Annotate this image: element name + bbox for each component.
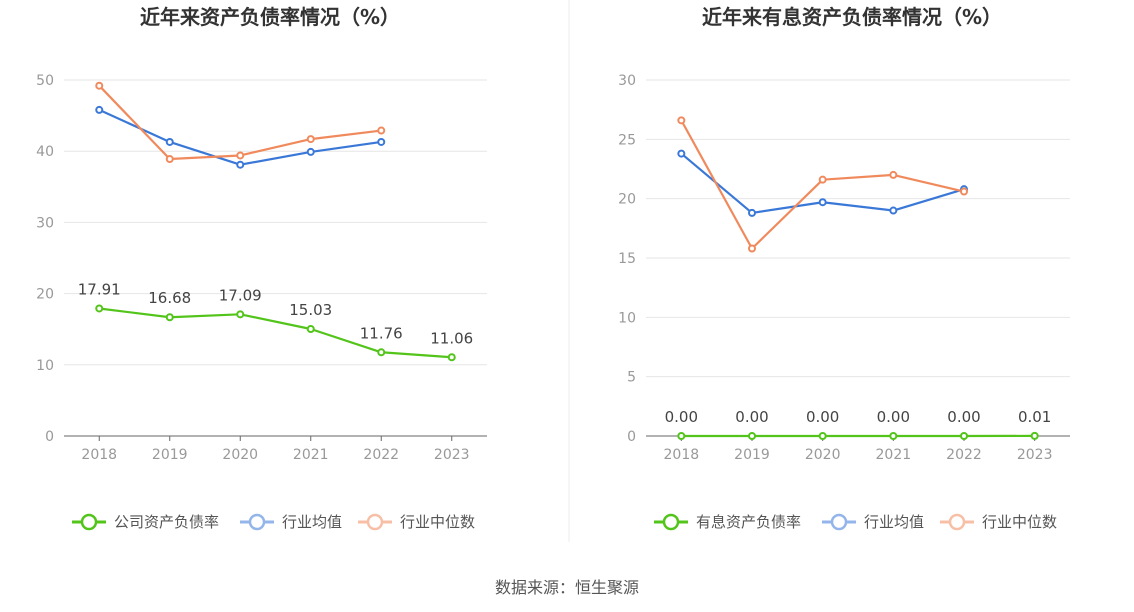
data-point[interactable] <box>165 137 174 146</box>
y-tick-label: 25 <box>618 132 636 148</box>
chart-interest-debt-ratio: 近年来有息资产负债率情况（%） 0 5 10 15 20 25 30 2018 2019 2020 2… <box>618 5 1070 531</box>
data-point[interactable] <box>306 324 315 333</box>
data-label: 15.03 <box>289 301 332 319</box>
data-point[interactable] <box>95 304 104 313</box>
data-point[interactable] <box>95 81 104 90</box>
legend-marker-icon <box>830 513 848 531</box>
data-label: 0.00 <box>735 408 768 426</box>
legend-item[interactable]: 行业中位数 <box>358 513 475 531</box>
x-tick-label: 2019 <box>734 447 770 463</box>
data-point[interactable] <box>818 198 827 207</box>
data-label: 0.00 <box>947 408 980 426</box>
legend-label: 行业均值 <box>864 513 924 531</box>
legend-item[interactable]: 行业均值 <box>822 513 924 531</box>
data-label: 17.91 <box>78 280 121 298</box>
data-label: 11.06 <box>430 329 473 347</box>
legend-marker-icon <box>80 513 98 531</box>
y-tick-label: 10 <box>36 358 54 374</box>
data-label: 16.68 <box>148 289 191 307</box>
y-tick-label: 0 <box>627 429 636 445</box>
x-tick-label: 2020 <box>222 447 258 463</box>
data-point[interactable] <box>748 244 756 253</box>
data-point[interactable] <box>889 206 898 215</box>
x-tick-label: 2018 <box>81 447 117 463</box>
legend-item[interactable]: 行业中位数 <box>940 513 1057 531</box>
data-label: 0.00 <box>877 408 910 426</box>
y-tick-label: 30 <box>618 73 636 89</box>
data-point[interactable] <box>1030 431 1039 440</box>
data-point[interactable] <box>165 313 174 322</box>
data-point[interactable] <box>236 160 245 169</box>
data-label: 17.09 <box>219 286 262 304</box>
legend-label: 公司资产负债率 <box>114 513 219 531</box>
data-point[interactable] <box>95 105 104 114</box>
data-point[interactable] <box>677 149 686 158</box>
x-tick-label: 2022 <box>363 447 399 463</box>
data-label: 0.01 <box>1018 408 1051 426</box>
data-point[interactable] <box>377 348 386 357</box>
data-point[interactable] <box>377 137 386 146</box>
x-tick-label: 2019 <box>152 447 188 463</box>
data-point[interactable] <box>960 432 968 440</box>
data-point[interactable] <box>165 155 174 164</box>
legend-label: 行业中位数 <box>400 513 475 531</box>
x-tick-label: 2023 <box>434 447 470 463</box>
data-point[interactable] <box>818 432 827 440</box>
x-tick-label: 2022 <box>946 447 982 463</box>
y-tick-label: 20 <box>36 287 54 303</box>
data-point[interactable] <box>818 175 827 184</box>
y-tick-label: 10 <box>618 310 636 326</box>
legend-label: 有息资产负债率 <box>696 513 801 531</box>
data-point[interactable] <box>236 310 245 319</box>
y-tick-label: 20 <box>618 192 636 208</box>
legend-marker-icon <box>948 513 966 531</box>
data-label: 0.00 <box>806 408 839 426</box>
x-tick-label: 2021 <box>293 447 329 463</box>
series-line <box>99 307 452 359</box>
y-tick-label: 0 <box>45 429 54 445</box>
data-point[interactable] <box>748 432 756 440</box>
data-point[interactable] <box>889 432 898 440</box>
data-point[interactable] <box>748 208 756 217</box>
data-point[interactable] <box>960 187 968 196</box>
chart-title: 近年来有息资产负债率情况（%） <box>702 5 1002 29</box>
y-tick-label: 40 <box>36 144 54 160</box>
legend-marker-icon <box>248 513 266 531</box>
chart-debt-ratio: 近年来资产负债率情况（%） 0 10 20 30 40 50 2018 2019 2020 2021… <box>36 5 487 531</box>
x-tick-label: 2018 <box>664 447 700 463</box>
legend-item[interactable]: 公司资产负债率 <box>72 513 219 531</box>
data-point[interactable] <box>889 170 898 179</box>
data-point[interactable] <box>236 151 245 160</box>
data-point[interactable] <box>306 147 315 156</box>
data-label: 0.00 <box>665 408 698 426</box>
legend-marker-icon <box>662 513 680 531</box>
y-tick-label: 5 <box>627 370 636 386</box>
legend-marker-icon <box>366 513 384 531</box>
data-point[interactable] <box>677 116 686 125</box>
data-source: 数据来源：恒生聚源 <box>494 578 639 597</box>
data-point[interactable] <box>377 126 386 135</box>
data-point[interactable] <box>447 353 456 362</box>
data-point[interactable] <box>677 432 686 440</box>
x-tick-label: 2023 <box>1017 447 1053 463</box>
x-tick-label: 2021 <box>876 447 912 463</box>
y-tick-label: 50 <box>36 73 54 89</box>
y-tick-label: 15 <box>618 251 636 267</box>
legend-item[interactable]: 有息资产负债率 <box>654 513 801 531</box>
legend-item[interactable]: 行业均值 <box>240 513 342 531</box>
data-point[interactable] <box>306 135 315 144</box>
chart-title: 近年来资产负债率情况（%） <box>140 5 400 29</box>
legend-label: 行业中位数 <box>982 513 1057 531</box>
y-tick-label: 30 <box>36 215 54 231</box>
legend-label: 行业均值 <box>282 513 342 531</box>
data-label: 11.76 <box>360 324 403 342</box>
x-tick-label: 2020 <box>805 447 841 463</box>
